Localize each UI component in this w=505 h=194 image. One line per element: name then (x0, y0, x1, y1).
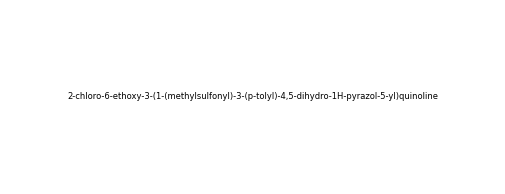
Text: 2-chloro-6-ethoxy-3-(1-(methylsulfonyl)-3-(p-tolyl)-4,5-dihydro-1H-pyrazol-5-yl): 2-chloro-6-ethoxy-3-(1-(methylsulfonyl)-… (67, 93, 438, 101)
